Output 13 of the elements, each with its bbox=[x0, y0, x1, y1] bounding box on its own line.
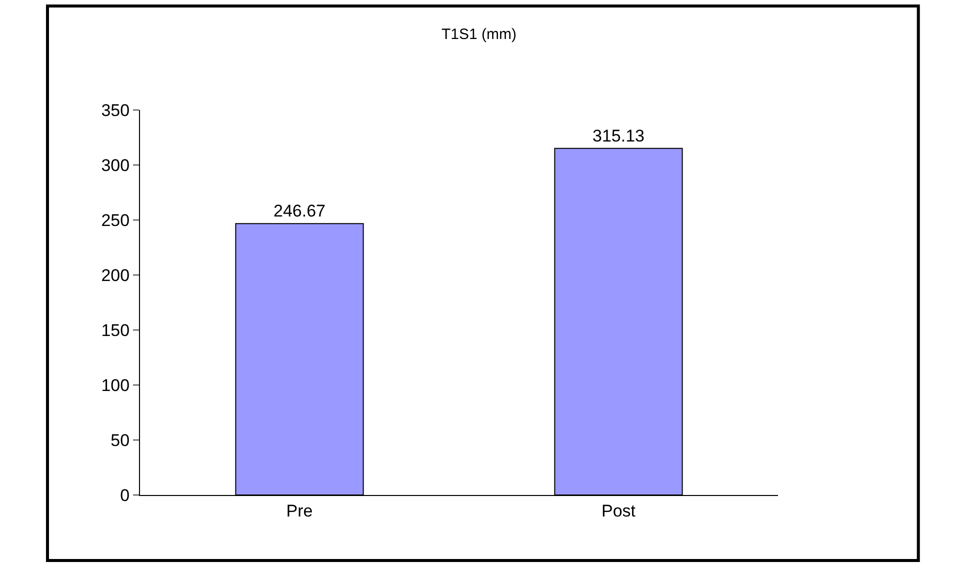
y-tick-label: 150 bbox=[101, 320, 130, 340]
y-tick-label: 350 bbox=[101, 100, 130, 120]
data-label: 246.67 bbox=[274, 202, 326, 221]
y-tick-label: 250 bbox=[101, 210, 130, 230]
data-label: 315.13 bbox=[592, 126, 644, 146]
y-tick-label: 0 bbox=[120, 486, 130, 505]
y-tick-label: 300 bbox=[101, 156, 130, 175]
y-tick-label: 50 bbox=[110, 430, 130, 450]
y-tick-label: 200 bbox=[101, 266, 130, 285]
chart-title: T1S1 (mm) bbox=[442, 26, 517, 43]
x-tick-label: Post bbox=[601, 501, 636, 520]
y-tick-label: 100 bbox=[101, 376, 130, 395]
x-tick-label: Pre bbox=[286, 501, 313, 520]
